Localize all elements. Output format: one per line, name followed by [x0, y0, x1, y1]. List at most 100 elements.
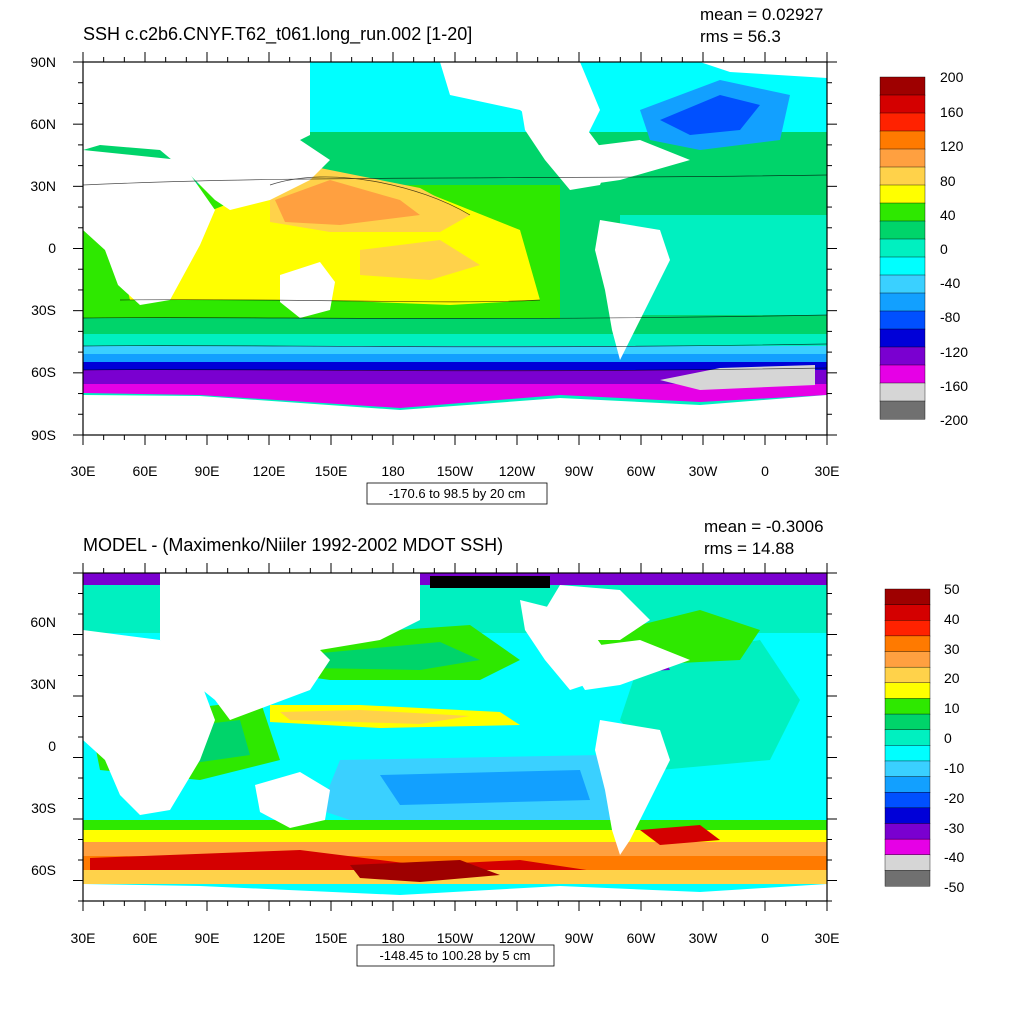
colorbar-swatch	[879, 202, 926, 222]
colorbar-swatch	[884, 666, 931, 684]
colorbar-swatch	[884, 870, 931, 887]
bottom-cb-label: -30	[944, 820, 964, 836]
colorbar-swatch	[879, 166, 926, 186]
top-cb-label: -160	[940, 378, 968, 394]
colorbar-swatch	[884, 698, 931, 715]
bottom-title: MODEL - (Maximenko/Niiler 1992-2002 MDOT…	[83, 535, 503, 555]
top-cb-label: -120	[940, 344, 968, 360]
bottom-lon-label: 30E	[815, 930, 840, 946]
colorbar-swatch	[879, 382, 926, 402]
top-mean: mean = 0.02927	[700, 5, 823, 24]
colorbar-swatch	[884, 745, 931, 762]
colorbar-swatch	[884, 620, 931, 637]
colorbar-swatch	[879, 328, 926, 348]
bottom-cb-label: -40	[944, 849, 964, 865]
top-lon-label: 90W	[565, 463, 595, 479]
colorbar-swatch	[879, 292, 926, 312]
bottom-cb-label: 20	[944, 670, 960, 686]
top-ticks	[73, 52, 837, 445]
top-lon-label: 30E	[815, 463, 840, 479]
top-cb-label: 80	[940, 173, 956, 189]
bottom-lon-label: 30E	[71, 930, 96, 946]
bottom-cb-label: 0	[944, 730, 952, 746]
colorbar-swatch	[884, 854, 931, 871]
bottom-lon-label: 30W	[689, 930, 719, 946]
bottom-lon-label: 150E	[315, 930, 348, 946]
colorbar-swatch	[879, 76, 926, 96]
bottom-lon-label: 150W	[437, 930, 474, 946]
bottom-lat-0: 0	[48, 738, 56, 754]
top-cb-label: 160	[940, 104, 964, 120]
top-cb-label: 200	[940, 69, 964, 85]
top-lon-label: 0	[761, 463, 769, 479]
top-lat-60s: 60S	[31, 364, 56, 380]
bottom-info-text: -148.45 to 100.28 by 5 cm	[379, 948, 530, 963]
top-lon-label: 30E	[71, 463, 96, 479]
top-cb-label: -80	[940, 309, 960, 325]
top-lon-label: 30W	[689, 463, 719, 479]
colorbar-swatch	[879, 184, 926, 204]
bottom-cb-label: 30	[944, 641, 960, 657]
bottom-lon-label: 90W	[565, 930, 595, 946]
colorbar-swatch	[884, 635, 931, 653]
colorbar-swatch	[879, 364, 926, 384]
bottom-cb-label: -20	[944, 790, 964, 806]
top-lat-0: 0	[48, 240, 56, 256]
bottom-cb-label: 40	[944, 611, 960, 627]
bottom-colorbar-labels: 50 40 30 20 10 0 -10 -20 -30 -40 -50	[944, 581, 964, 895]
colorbar-swatch	[884, 604, 931, 621]
top-cb-label: -200	[940, 412, 968, 428]
colorbar-swatch	[884, 823, 931, 840]
bottom-lat-labels: 60N 30N 0 30S 60S	[30, 614, 56, 878]
colorbar-swatch	[884, 682, 931, 699]
colorbar-swatch	[879, 310, 926, 330]
top-lon-label: 60W	[627, 463, 657, 479]
bottom-lon-label: 60E	[133, 930, 158, 946]
bottom-lon-label: 90E	[195, 930, 220, 946]
bottom-mean: mean = -0.3006	[704, 517, 824, 536]
top-colorbar-labels: 200 160 120 80 40 0 -40 -80 -120 -160 -2…	[940, 69, 968, 428]
colorbar-swatch	[879, 112, 926, 132]
top-lon-labels: 30E 60E 90E 120E 150E 180 150W 120W 90W …	[71, 463, 840, 479]
bottom-map-field	[83, 573, 827, 901]
bottom-info-box	[356, 944, 555, 967]
bottom-lon-label: 180	[381, 930, 405, 946]
bottom-rms: rms = 14.88	[704, 539, 794, 558]
bottom-lon-label: 60W	[627, 930, 657, 946]
bottom-lat-30s: 30S	[31, 800, 56, 816]
top-lat-90s: 90S	[31, 427, 56, 443]
top-lat-30n: 30N	[30, 178, 56, 194]
top-info-box	[366, 482, 548, 505]
bottom-lon-label: 120W	[499, 930, 536, 946]
colorbar-swatch	[879, 238, 926, 258]
top-lon-label: 150W	[437, 463, 474, 479]
colorbar-swatch	[879, 274, 926, 294]
colorbar-swatch	[884, 729, 931, 746]
colorbar-swatch	[879, 94, 926, 114]
bottom-lat-60s: 60S	[31, 862, 56, 878]
top-lat-60n: 60N	[30, 116, 56, 132]
top-cb-label: 40	[940, 207, 956, 223]
bottom-colorbar	[884, 588, 931, 887]
bottom-lat-30n: 30N	[30, 676, 56, 692]
top-cb-label: 0	[940, 241, 948, 257]
colorbar-swatch	[879, 130, 926, 150]
top-map-field	[83, 62, 827, 435]
top-lon-label: 90E	[195, 463, 220, 479]
top-title: SSH c.c2b6.CNYF.T62_t061.long_run.002 [1…	[83, 24, 472, 45]
top-lon-label: 60E	[133, 463, 158, 479]
top-rms: rms = 56.3	[700, 27, 781, 46]
bottom-cb-label: 50	[944, 581, 960, 597]
colorbar-swatch	[879, 148, 926, 168]
top-contours	[83, 174, 827, 372]
bottom-panel: MODEL - (Maximenko/Niiler 1992-2002 MDOT…	[30, 517, 964, 967]
top-colorbar	[879, 76, 926, 420]
top-lat-30s: 30S	[31, 302, 56, 318]
top-cb-label: -40	[940, 275, 960, 291]
colorbar-swatch	[879, 346, 926, 366]
colorbar-swatch	[884, 713, 931, 731]
colorbar-swatch	[884, 776, 931, 793]
bottom-lon-labels: 30E 60E 90E 120E 150E 180 150W 120W 90W …	[71, 930, 840, 946]
top-cb-label: 120	[940, 138, 964, 154]
